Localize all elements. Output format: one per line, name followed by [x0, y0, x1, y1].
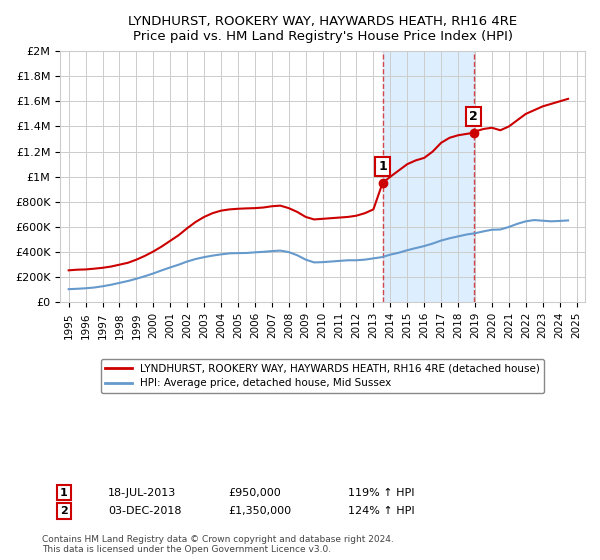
Bar: [383, 51, 473, 302]
Text: £1,350,000: £1,350,000: [228, 506, 291, 516]
Text: 2: 2: [469, 110, 478, 123]
Text: 1: 1: [60, 488, 68, 498]
Text: 2: 2: [60, 506, 68, 516]
Text: 1: 1: [378, 160, 387, 173]
Legend: LYNDHURST, ROOKERY WAY, HAYWARDS HEATH, RH16 4RE (detached house), HPI: Average : LYNDHURST, ROOKERY WAY, HAYWARDS HEATH, …: [101, 359, 544, 393]
Text: Contains HM Land Registry data © Crown copyright and database right 2024.
This d: Contains HM Land Registry data © Crown c…: [42, 535, 394, 554]
Title: LYNDHURST, ROOKERY WAY, HAYWARDS HEATH, RH16 4RE
Price paid vs. HM Land Registry: LYNDHURST, ROOKERY WAY, HAYWARDS HEATH, …: [128, 15, 517, 43]
Text: 03-DEC-2018: 03-DEC-2018: [108, 506, 182, 516]
Text: £950,000: £950,000: [228, 488, 281, 498]
Text: 124% ↑ HPI: 124% ↑ HPI: [348, 506, 415, 516]
Text: 119% ↑ HPI: 119% ↑ HPI: [348, 488, 415, 498]
Text: 18-JUL-2013: 18-JUL-2013: [108, 488, 176, 498]
